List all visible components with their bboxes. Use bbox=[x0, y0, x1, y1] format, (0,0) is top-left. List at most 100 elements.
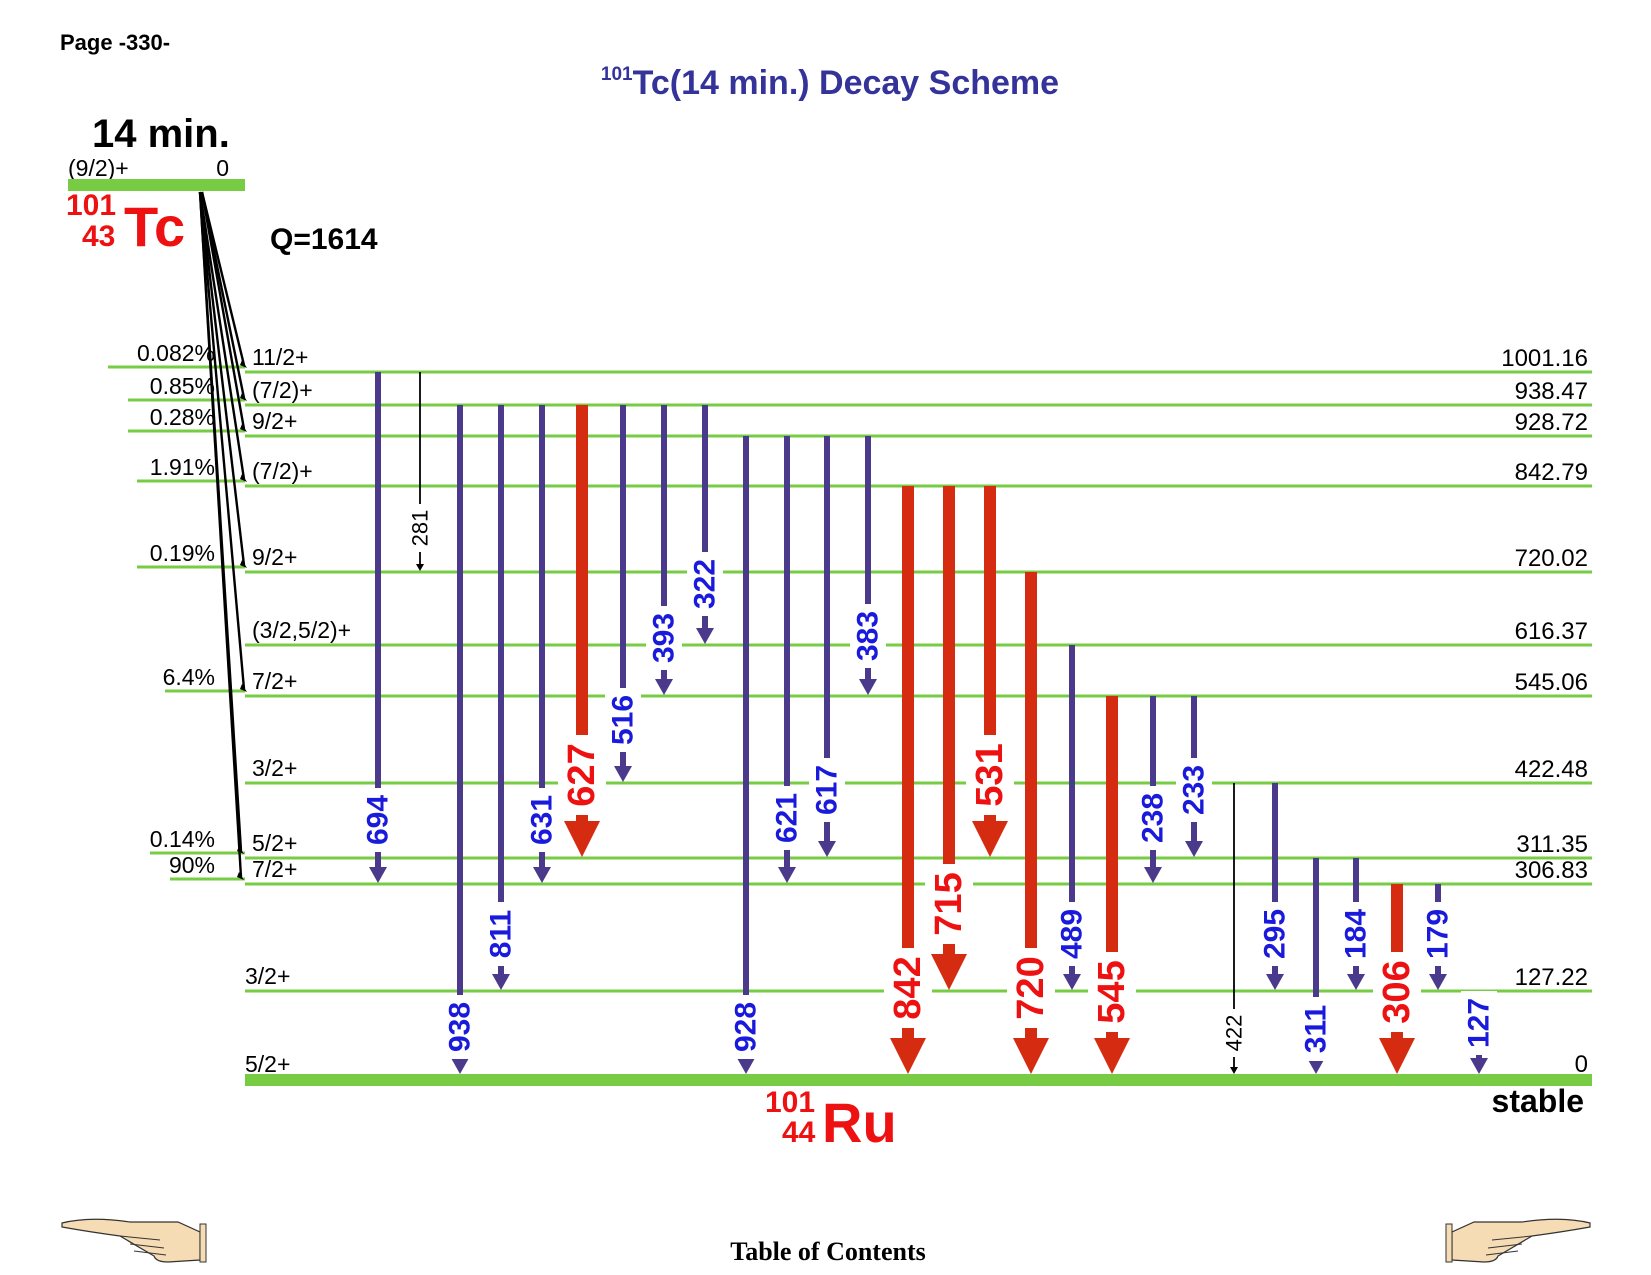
gamma-arrowhead bbox=[972, 821, 1008, 857]
gamma-energy-label: 694 bbox=[362, 795, 395, 845]
gamma-transition: 489 bbox=[1054, 645, 1090, 990]
gamma-arrow-shaft bbox=[784, 436, 790, 868]
gamma-transition: 531 bbox=[966, 486, 1014, 857]
gamma-label-backdrop bbox=[406, 504, 434, 552]
gamma-energy-label: 516 bbox=[607, 695, 640, 745]
gamma-label-backdrop bbox=[925, 864, 973, 944]
gamma-arrow-shaft bbox=[620, 405, 626, 767]
gamma-arrow-shaft bbox=[1069, 645, 1075, 975]
gamma-arrowhead bbox=[1094, 1038, 1130, 1074]
gamma-transition: 306 bbox=[1373, 884, 1421, 1074]
gamma-transition: 938 bbox=[442, 405, 478, 1074]
level-spin: (7/2)+ bbox=[252, 458, 313, 484]
level-energy: 720.02 bbox=[1515, 545, 1588, 572]
pointing-hand-left-icon[interactable] bbox=[61, 1218, 207, 1263]
gamma-transition: 233 bbox=[1176, 696, 1212, 857]
gamma-transition: 383 bbox=[850, 436, 886, 695]
gamma-transition: 811 bbox=[483, 405, 519, 990]
gamma-transition: 617 bbox=[809, 436, 845, 857]
level-labels: 11/2+ 1001.16 0.082% (7/2)+ 938.47 0.85% 9/2+ 9… bbox=[137, 340, 1588, 1078]
gamma-energy-label: 322 bbox=[689, 559, 722, 609]
gamma-energy-label: 179 bbox=[1422, 909, 1455, 959]
gamma-energy-label: 617 bbox=[811, 765, 844, 815]
gamma-arrowhead bbox=[890, 1038, 926, 1074]
gamma-arrowhead bbox=[696, 628, 714, 644]
gamma-transition: 281 bbox=[406, 372, 434, 571]
gamma-energy-label: 621 bbox=[771, 793, 804, 843]
gamma-arrowhead bbox=[451, 1058, 469, 1074]
beta-branch-arrowhead bbox=[240, 684, 247, 692]
gamma-label-backdrop bbox=[360, 788, 396, 852]
gamma-label-backdrop bbox=[850, 604, 886, 668]
parent-energy: 0 bbox=[216, 155, 229, 181]
beta-branch-arrowhead bbox=[240, 393, 247, 401]
gamma-label-backdrop bbox=[884, 948, 932, 1028]
level-line bbox=[245, 781, 1592, 785]
title-mass: 101 bbox=[601, 64, 633, 85]
parent-mass: 101 bbox=[66, 189, 116, 222]
gamma-energy-label: 238 bbox=[1137, 793, 1170, 843]
gamma-transition: 295 bbox=[1257, 783, 1293, 990]
level-energy: 422.48 bbox=[1515, 756, 1588, 783]
gamma-energy-label: 233 bbox=[1178, 765, 1211, 815]
beta-branch-arrowhead bbox=[240, 474, 247, 482]
gamma-arrow-shaft bbox=[1150, 696, 1156, 868]
gamma-label-backdrop bbox=[1461, 991, 1497, 1055]
table-of-contents-link[interactable]: Table of Contents bbox=[730, 1237, 926, 1266]
level-spin: 5/2+ bbox=[245, 1051, 290, 1077]
gamma-arrowhead bbox=[1429, 974, 1447, 990]
gamma-label-backdrop bbox=[1088, 952, 1136, 1032]
level-spin: (7/2)+ bbox=[252, 377, 313, 403]
daughter-mass: 101 bbox=[765, 1086, 815, 1119]
beta-feed-percent: 0.14% bbox=[150, 826, 215, 852]
beta-branch-arrowhead bbox=[240, 560, 247, 568]
level-energy: 842.79 bbox=[1515, 459, 1588, 486]
level-line bbox=[245, 643, 1592, 647]
gamma-label-backdrop bbox=[687, 552, 723, 616]
gamma-energy-label: 631 bbox=[526, 795, 559, 845]
level-spin: 7/2+ bbox=[252, 668, 297, 694]
beta-feed-percent: 0.082% bbox=[137, 340, 215, 366]
gamma-energy-label: 489 bbox=[1056, 909, 1089, 959]
gamma-transition: 928 bbox=[728, 436, 764, 1074]
gamma-energy-label: 720 bbox=[1010, 956, 1052, 1019]
beta-branch-line bbox=[198, 191, 243, 878]
gamma-label-backdrop bbox=[1054, 902, 1090, 966]
gamma-arrow-shaft bbox=[375, 372, 381, 868]
gamma-energy-label: 393 bbox=[648, 613, 681, 663]
gamma-label-backdrop bbox=[769, 786, 805, 850]
gamma-transition: 715 bbox=[925, 486, 973, 990]
gamma-arrowhead bbox=[778, 867, 796, 883]
title-text: Tc(14 min.) Decay Scheme bbox=[633, 64, 1059, 102]
gamma-label-backdrop bbox=[1338, 902, 1374, 966]
beta-feed-percent: 0.28% bbox=[150, 404, 215, 430]
gamma-arrow-shaft bbox=[943, 486, 955, 954]
gamma-transition: 621 bbox=[769, 436, 805, 883]
gamma-arrowhead bbox=[1347, 974, 1365, 990]
gamma-arrowhead bbox=[859, 679, 877, 695]
daughter-z: 44 bbox=[782, 1116, 816, 1149]
parent-level bbox=[68, 179, 245, 191]
gamma-arrowhead bbox=[533, 867, 551, 883]
gamma-label-backdrop bbox=[1420, 902, 1456, 966]
gamma-energy-label: 306 bbox=[1376, 960, 1418, 1023]
pointing-hand-right-icon[interactable] bbox=[1445, 1218, 1591, 1263]
gamma-transition: 720 bbox=[1007, 572, 1055, 1074]
gamma-energy-label: 184 bbox=[1340, 909, 1373, 959]
gamma-transition: 545 bbox=[1088, 696, 1136, 1074]
page-label: Page -330- bbox=[60, 30, 170, 55]
gamma-transition: 627 bbox=[558, 405, 606, 857]
gamma-transition: 393 bbox=[646, 405, 682, 695]
beta-branch-line bbox=[198, 191, 246, 690]
beta-feed-percent: 1.91% bbox=[150, 454, 215, 480]
gamma-transition: 127 bbox=[1461, 991, 1497, 1074]
gamma-arrow-shaft bbox=[1272, 783, 1278, 975]
level-spin: 7/2+ bbox=[252, 856, 297, 882]
beta-branch-line bbox=[198, 191, 246, 480]
beta-feed-percent: 6.4% bbox=[163, 664, 215, 690]
level-energy: 616.37 bbox=[1515, 618, 1588, 645]
gamma-energy-label: 938 bbox=[444, 1002, 477, 1052]
gamma-transition: 842 bbox=[884, 486, 932, 1074]
gamma-arrow-shaft bbox=[902, 486, 914, 1038]
